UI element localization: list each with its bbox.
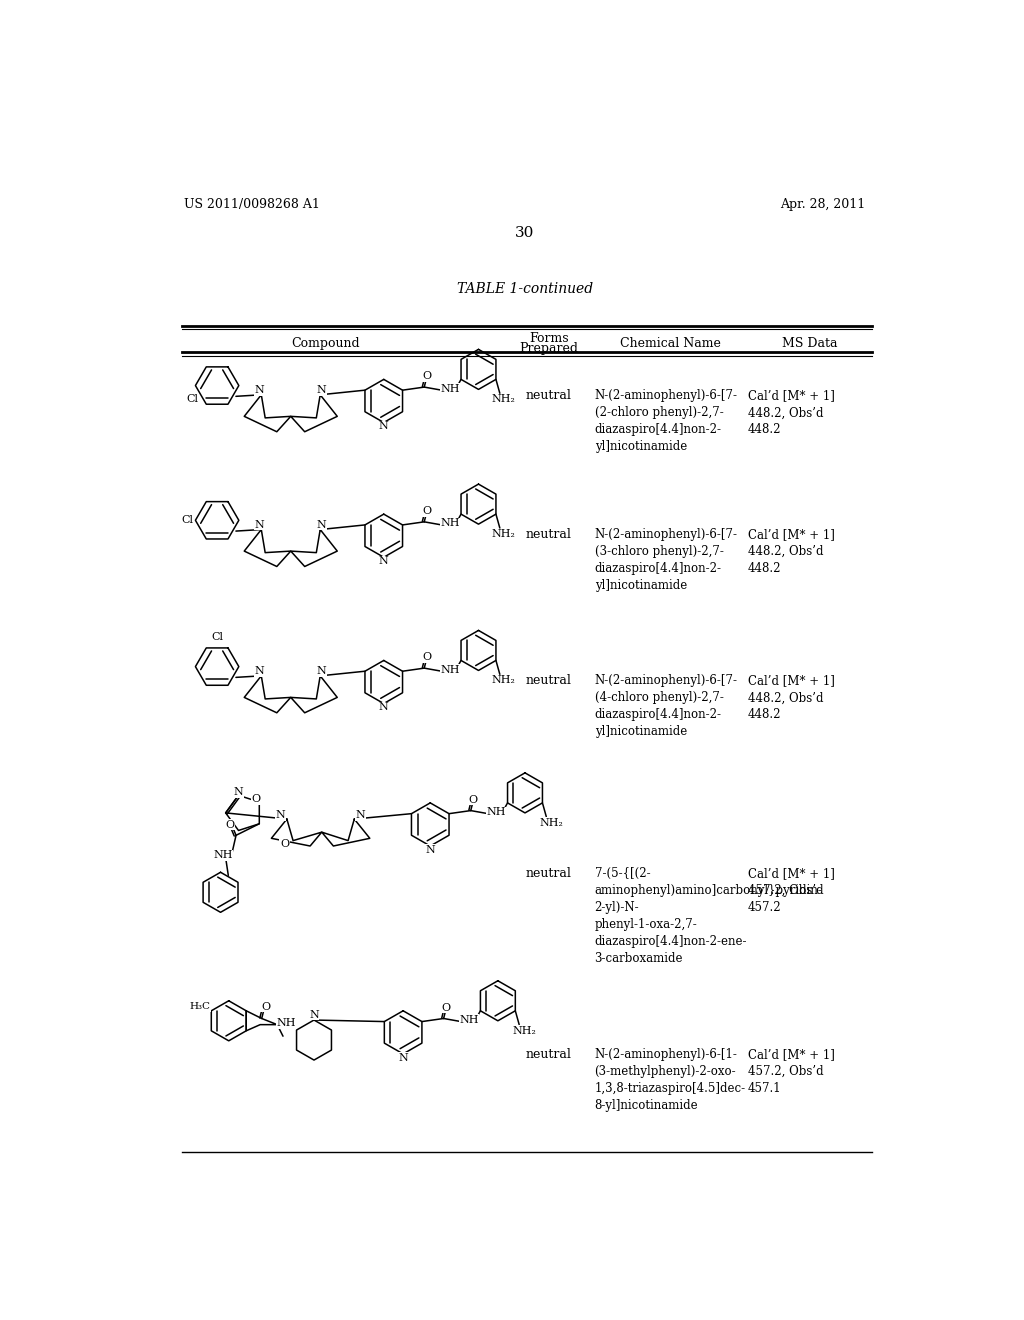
Text: N: N (379, 421, 389, 432)
Text: Cl: Cl (186, 395, 198, 404)
Text: Forms: Forms (529, 333, 568, 346)
Text: NH: NH (460, 1015, 479, 1026)
Text: O: O (422, 652, 431, 663)
Text: N: N (316, 385, 327, 395)
Text: NH: NH (486, 807, 506, 817)
Text: N: N (316, 667, 327, 676)
Text: Cl: Cl (211, 632, 223, 643)
Text: 30: 30 (515, 226, 535, 240)
Text: NH: NH (440, 519, 460, 528)
Text: NH₂: NH₂ (492, 395, 516, 404)
Text: N-(2-aminophenyl)-6-[7-
(2-chloro phenyl)-2,7-
diazaspiro[4.4]non-2-
yl]nicotina: N-(2-aminophenyl)-6-[7- (2-chloro phenyl… (595, 389, 737, 453)
Text: O: O (422, 371, 431, 381)
Text: neutral: neutral (526, 867, 571, 880)
Text: Cal’d [M* + 1]
457.2, Obs’d
457.2: Cal’d [M* + 1] 457.2, Obs’d 457.2 (748, 867, 835, 913)
Text: NH: NH (276, 1018, 296, 1028)
Text: MS Data: MS Data (782, 337, 838, 350)
Text: Cal’d [M* + 1]
448.2, Obs’d
448.2: Cal’d [M* + 1] 448.2, Obs’d 448.2 (748, 675, 835, 721)
Text: N: N (398, 1053, 408, 1063)
Text: Apr. 28, 2011: Apr. 28, 2011 (780, 198, 866, 211)
Text: N: N (255, 520, 264, 529)
Text: N: N (316, 520, 327, 529)
Text: 7-(5-{[(2-
aminophenyl)amino]carbonyl}pyridin-
2-yl)-N-
phenyl-1-oxa-2,7-
diazas: 7-(5-{[(2- aminophenyl)amino]carbonyl}py… (595, 867, 822, 965)
Text: N-(2-aminophenyl)-6-[7-
(3-chloro phenyl)-2,7-
diazaspiro[4.4]non-2-
yl]nicotina: N-(2-aminophenyl)-6-[7- (3-chloro phenyl… (595, 528, 737, 591)
Text: N: N (233, 787, 244, 797)
Text: Prepared: Prepared (519, 342, 579, 355)
Text: N-(2-aminophenyl)-6-[1-
(3-methylphenyl)-2-oxo-
1,3,8-triazaspiro[4.5]dec-
8-yl]: N-(2-aminophenyl)-6-[1- (3-methylphenyl)… (595, 1048, 745, 1111)
Text: NH: NH (440, 665, 460, 675)
Text: neutral: neutral (526, 389, 571, 403)
Text: NH₂: NH₂ (540, 818, 563, 828)
Text: O: O (261, 1002, 270, 1012)
Text: TABLE 1-continued: TABLE 1-continued (457, 281, 593, 296)
Text: N: N (425, 845, 435, 855)
Text: N: N (379, 702, 389, 713)
Text: Cal’d [M* + 1]
448.2, Obs’d
448.2: Cal’d [M* + 1] 448.2, Obs’d 448.2 (748, 389, 835, 437)
Text: Chemical Name: Chemical Name (621, 337, 721, 350)
Text: N: N (255, 385, 264, 395)
Text: neutral: neutral (526, 675, 571, 688)
Text: N: N (309, 1010, 318, 1019)
Text: Cl: Cl (181, 515, 194, 525)
Text: N: N (255, 667, 264, 676)
Text: US 2011/0098268 A1: US 2011/0098268 A1 (183, 198, 319, 211)
Text: N: N (275, 810, 286, 820)
Text: neutral: neutral (526, 528, 571, 541)
Text: O: O (422, 506, 431, 516)
Text: O: O (252, 793, 261, 804)
Text: Compound: Compound (291, 337, 360, 350)
Text: NH₂: NH₂ (492, 529, 516, 539)
Text: O: O (469, 795, 477, 805)
Text: NH₂: NH₂ (513, 1026, 537, 1036)
Text: Cal’d [M* + 1]
448.2, Obs’d
448.2: Cal’d [M* + 1] 448.2, Obs’d 448.2 (748, 528, 835, 576)
Text: NH₂: NH₂ (492, 676, 516, 685)
Text: Cal’d [M* + 1]
457.2, Obs’d
457.1: Cal’d [M* + 1] 457.2, Obs’d 457.1 (748, 1048, 835, 1094)
Text: N: N (355, 810, 366, 820)
Text: NH: NH (213, 850, 232, 861)
Text: N: N (379, 556, 389, 566)
Text: O: O (280, 838, 289, 849)
Text: H₃C: H₃C (189, 1002, 210, 1011)
Text: NH: NH (440, 384, 460, 393)
Text: O: O (441, 1003, 451, 1012)
Text: O: O (225, 820, 234, 829)
Text: neutral: neutral (526, 1048, 571, 1061)
Text: N-(2-aminophenyl)-6-[7-
(4-chloro phenyl)-2,7-
diazaspiro[4.4]non-2-
yl]nicotina: N-(2-aminophenyl)-6-[7- (4-chloro phenyl… (595, 675, 737, 738)
